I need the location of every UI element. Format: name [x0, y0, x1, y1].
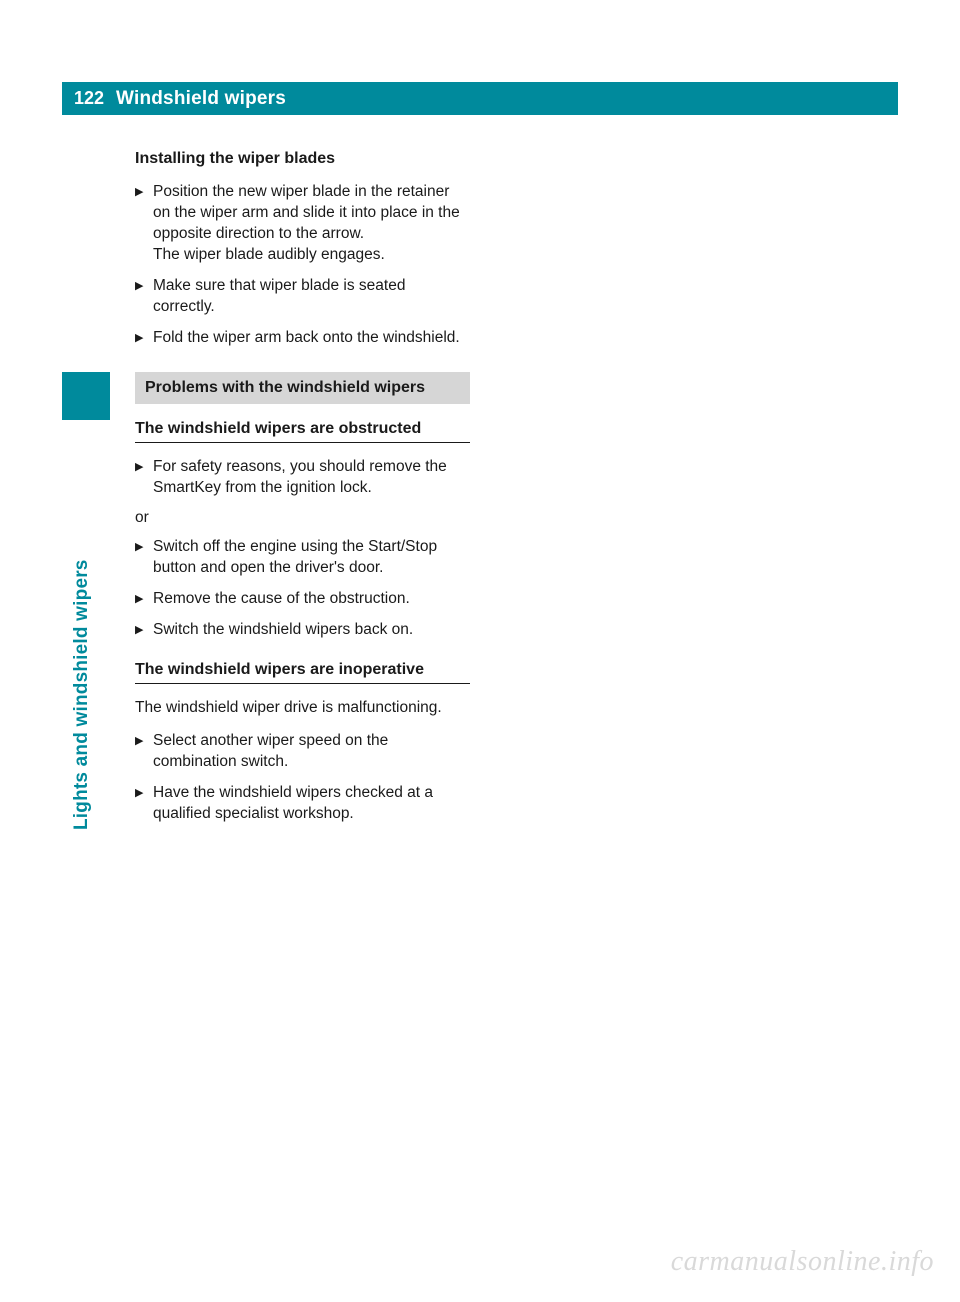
step-text: Switch off the engine using the Start/St… [153, 537, 470, 579]
step-marker-icon: ▶ [135, 783, 153, 825]
step-item: ▶ Have the windshield wipers checked at … [135, 783, 470, 825]
subheading-obstructed: The windshield wipers are obstructed [135, 420, 470, 443]
content-column: Installing the wiper blades ▶ Position t… [135, 150, 470, 835]
page: 122 Windshield wipers Lights and windshi… [0, 0, 960, 1302]
watermark-text: carmanualsonline.info [671, 1246, 934, 1278]
step-item: ▶ Fold the wiper arm back onto the winds… [135, 328, 470, 349]
step-text: Position the new wiper blade in the reta… [153, 182, 470, 266]
intro-text: The windshield wiper drive is malfunctio… [135, 698, 470, 719]
step-text: Switch the windshield wipers back on. [153, 620, 470, 641]
step-item: ▶ Position the new wiper blade in the re… [135, 182, 470, 266]
step-item: ▶ Select another wiper speed on the comb… [135, 731, 470, 773]
header-bar: 122 Windshield wipers [62, 82, 898, 115]
side-tab-label: Lights and windshield wipers [71, 559, 93, 830]
step-text: Have the windshield wipers checked at a … [153, 783, 470, 825]
heading-problems-box: Problems with the windshield wipers [135, 372, 470, 404]
step-text: Make sure that wiper blade is seated cor… [153, 276, 470, 318]
or-text: or [135, 509, 470, 527]
header-title: Windshield wipers [116, 88, 286, 110]
step-marker-icon: ▶ [135, 620, 153, 641]
step-marker-icon: ▶ [135, 537, 153, 579]
step-marker-icon: ▶ [135, 182, 153, 266]
page-number: 122 [62, 82, 110, 115]
step-text: Fold the wiper arm back onto the windshi… [153, 328, 470, 349]
step-marker-icon: ▶ [135, 589, 153, 610]
subheading-inoperative: The windshield wipers are inoperative [135, 661, 470, 684]
step-item: ▶ Switch the windshield wipers back on. [135, 620, 470, 641]
step-item: ▶ Make sure that wiper blade is seated c… [135, 276, 470, 318]
step-marker-icon: ▶ [135, 731, 153, 773]
step-item: ▶ For safety reasons, you should remove … [135, 457, 470, 499]
side-tab-box [62, 372, 110, 420]
step-text: For safety reasons, you should remove th… [153, 457, 470, 499]
step-marker-icon: ▶ [135, 328, 153, 349]
step-marker-icon: ▶ [135, 276, 153, 318]
step-text: Select another wiper speed on the combin… [153, 731, 470, 773]
step-marker-icon: ▶ [135, 457, 153, 499]
step-text: Remove the cause of the obstruction. [153, 589, 470, 610]
step-item: ▶ Switch off the engine using the Start/… [135, 537, 470, 579]
step-item: ▶ Remove the cause of the obstruction. [135, 589, 470, 610]
heading-installing: Installing the wiper blades [135, 150, 470, 168]
